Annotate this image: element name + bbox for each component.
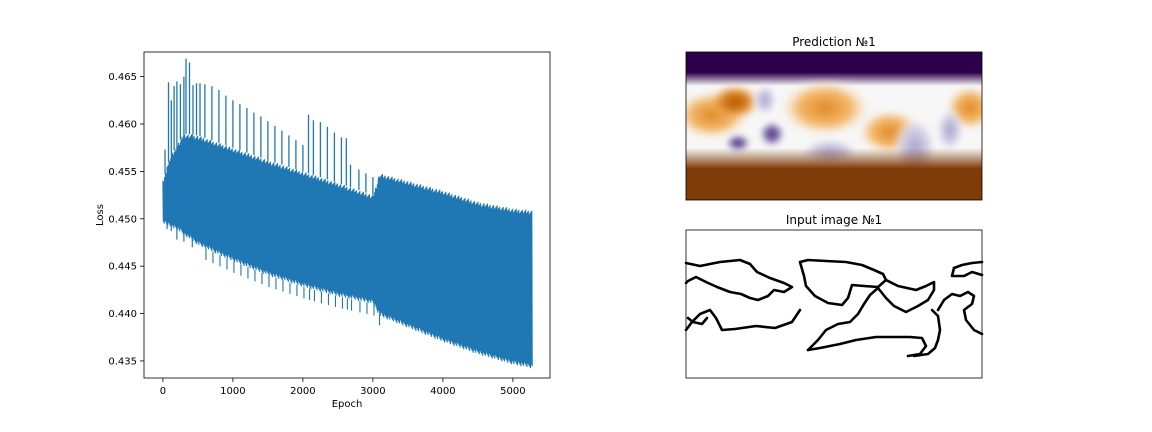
loss-line — [162, 134, 533, 369]
x-tick-label: 0 — [160, 386, 166, 397]
prediction-frame — [685, 51, 983, 201]
y-tick-label: 0.455 — [108, 167, 137, 178]
x-tick-label: 3000 — [360, 386, 385, 397]
y-tick-label: 0.450 — [108, 214, 137, 225]
prediction-title: Prediction №1 — [792, 35, 876, 49]
x-axis: 0 1000 2000 3000 4000 5000 — [160, 378, 526, 397]
y-axis: 0.435 0.440 0.445 0.450 0.455 0.460 0.465 — [108, 72, 144, 367]
y-tick-label: 0.440 — [108, 309, 137, 320]
x-tick-label: 2000 — [290, 386, 315, 397]
y-tick-label: 0.465 — [108, 72, 137, 83]
input-contours — [684, 258, 984, 358]
input-title: Input image №1 — [786, 213, 882, 227]
x-axis-label: Epoch — [332, 399, 363, 410]
loss-series — [162, 58, 533, 369]
x-tick-label: 4000 — [430, 386, 455, 397]
plot-frame — [143, 51, 551, 379]
prediction-heatmap — [686, 52, 982, 200]
y-tick-label: 0.435 — [108, 356, 137, 367]
input-frame — [685, 229, 983, 379]
input-panel: Input image №1 — [684, 213, 984, 379]
y-axis-label: Loss — [95, 204, 106, 226]
y-tick-label: 0.445 — [108, 262, 137, 273]
x-tick-label: 5000 — [500, 386, 525, 397]
prediction-panel: Prediction №1 — [685, 35, 983, 201]
x-tick-label: 1000 — [220, 386, 245, 397]
loss-chart: 0 1000 2000 3000 4000 5000 0.4350.4400.4450.4… — [95, 51, 551, 410]
y-tick-label: 0.460 — [108, 120, 137, 131]
